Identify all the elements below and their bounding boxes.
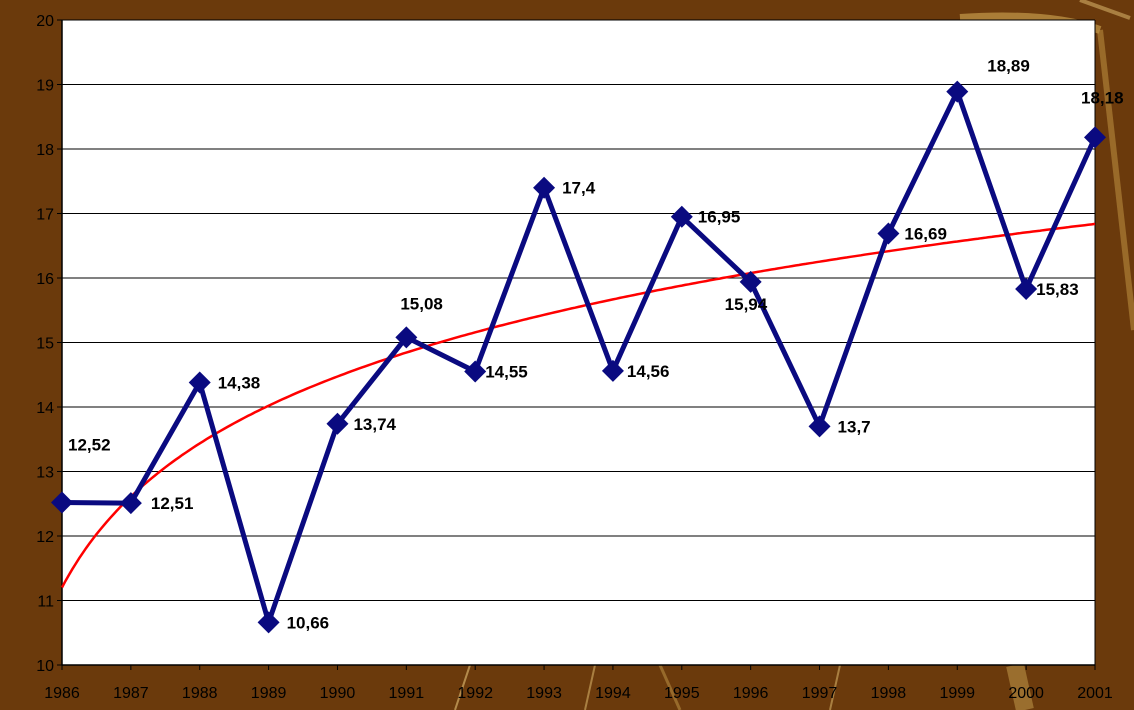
x-tick-label: 1995 <box>664 685 700 702</box>
data-point-marker <box>739 270 762 293</box>
data-label: 15,83 <box>1036 280 1079 299</box>
x-tick-label: 2001 <box>1077 685 1113 702</box>
y-tick-label: 20 <box>36 13 54 30</box>
data-label: 13,7 <box>838 417 871 436</box>
data-point-marker <box>188 371 211 394</box>
series-line <box>61 85 1098 631</box>
x-tick-label: 1987 <box>113 685 149 702</box>
x-tick-label: 1996 <box>733 685 769 702</box>
data-point-marker <box>257 611 280 634</box>
data-label: 14,56 <box>627 362 670 381</box>
x-tick-label: 2000 <box>1008 685 1044 702</box>
x-tick-label: 1991 <box>389 685 425 702</box>
y-tick-label: 19 <box>36 78 54 95</box>
y-tick-label: 11 <box>37 594 54 611</box>
data-point-marker <box>464 360 487 383</box>
x-tick-label: 1992 <box>457 685 493 702</box>
y-tick-label: 13 <box>36 465 54 482</box>
y-tick-label: 10 <box>36 658 54 675</box>
data-point-marker <box>877 222 900 245</box>
x-tick-label: 1993 <box>526 685 562 702</box>
x-tick-label: 1994 <box>595 685 631 702</box>
y-tick-label: 14 <box>36 400 54 417</box>
data-label: 10,66 <box>287 613 330 632</box>
x-tick-label: 1988 <box>182 685 218 702</box>
data-point-marker <box>601 359 624 382</box>
data-label: 15,08 <box>400 294 443 313</box>
y-tick-label: 12 <box>36 529 54 546</box>
data-label: 16,95 <box>698 208 741 227</box>
data-label: 17,4 <box>562 179 596 198</box>
y-tick-label: 17 <box>36 207 54 224</box>
data-point-marker <box>533 176 556 199</box>
data-label: 12,52 <box>68 435 111 454</box>
data-point-marker <box>51 491 73 514</box>
x-tick-label: 1986 <box>44 685 80 702</box>
data-point-marker <box>808 415 831 438</box>
data-label: 14,38 <box>218 373 261 392</box>
trendline <box>60 222 1096 589</box>
data-point-marker <box>395 326 418 349</box>
y-tick-label: 18 <box>36 142 54 159</box>
data-point-marker <box>326 412 349 435</box>
data-point-marker <box>119 492 142 515</box>
y-tick-label: 15 <box>36 336 54 353</box>
data-label: 15,94 <box>725 295 768 314</box>
x-tick-label: 1997 <box>802 685 838 702</box>
data-label: 18,18 <box>1081 88 1124 107</box>
data-point-marker <box>1084 126 1106 149</box>
data-point-marker <box>670 205 693 228</box>
x-tick-label: 1999 <box>939 685 975 702</box>
y-tick-label: 16 <box>36 271 54 288</box>
data-point-marker <box>1015 277 1038 300</box>
data-label: 18,89 <box>987 57 1030 76</box>
data-label: 16,69 <box>904 224 947 243</box>
data-label: 13,74 <box>353 415 396 434</box>
x-tick-label: 1989 <box>251 685 287 702</box>
data-label: 12,51 <box>151 494 194 513</box>
x-tick-label: 1998 <box>871 685 907 702</box>
x-tick-label: 1990 <box>320 685 356 702</box>
data-point-marker <box>946 80 969 103</box>
data-label: 14,55 <box>485 363 528 382</box>
